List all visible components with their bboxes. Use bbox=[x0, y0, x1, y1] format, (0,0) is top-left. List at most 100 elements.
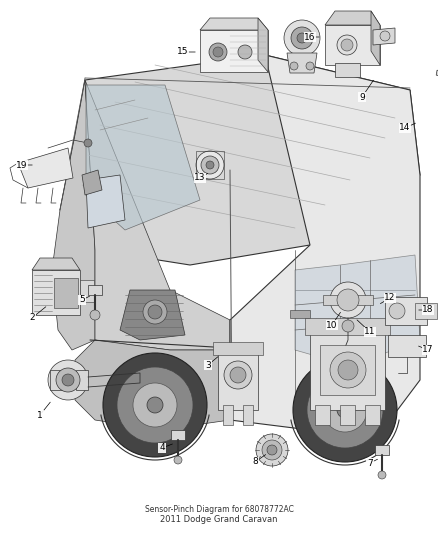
Polygon shape bbox=[305, 318, 390, 335]
Circle shape bbox=[306, 62, 314, 70]
Polygon shape bbox=[32, 270, 80, 315]
Circle shape bbox=[378, 471, 386, 479]
Circle shape bbox=[238, 45, 252, 59]
Polygon shape bbox=[258, 18, 268, 72]
Text: 16: 16 bbox=[304, 33, 316, 42]
Bar bbox=[375, 445, 389, 455]
Circle shape bbox=[209, 43, 227, 61]
Text: Sensor-Pinch Diagram for 68078772AC: Sensor-Pinch Diagram for 68078772AC bbox=[145, 505, 293, 514]
Polygon shape bbox=[60, 55, 420, 265]
Polygon shape bbox=[388, 335, 426, 357]
Text: 2011 Dodge Grand Caravan: 2011 Dodge Grand Caravan bbox=[160, 515, 278, 524]
Text: 2: 2 bbox=[29, 313, 35, 322]
Polygon shape bbox=[200, 18, 268, 30]
Circle shape bbox=[338, 360, 358, 380]
Circle shape bbox=[389, 303, 405, 319]
Circle shape bbox=[323, 388, 367, 432]
Polygon shape bbox=[120, 290, 185, 340]
Circle shape bbox=[284, 20, 320, 56]
Circle shape bbox=[224, 361, 252, 389]
Circle shape bbox=[337, 402, 353, 418]
Bar bbox=[200, 30, 268, 72]
Circle shape bbox=[341, 39, 353, 51]
Text: 11: 11 bbox=[364, 327, 376, 336]
Text: 15: 15 bbox=[177, 47, 189, 56]
Text: 10: 10 bbox=[326, 320, 338, 329]
Text: 18: 18 bbox=[422, 305, 434, 314]
Bar bbox=[290, 310, 310, 318]
Circle shape bbox=[201, 156, 219, 174]
Circle shape bbox=[196, 151, 224, 179]
Circle shape bbox=[293, 358, 397, 462]
Polygon shape bbox=[50, 370, 62, 390]
Polygon shape bbox=[243, 405, 253, 425]
Polygon shape bbox=[365, 405, 380, 425]
Circle shape bbox=[230, 367, 246, 383]
Polygon shape bbox=[325, 25, 380, 65]
Polygon shape bbox=[86, 175, 125, 228]
Circle shape bbox=[342, 320, 354, 332]
Polygon shape bbox=[335, 63, 360, 77]
Polygon shape bbox=[323, 295, 373, 305]
Text: 8: 8 bbox=[252, 457, 258, 466]
Polygon shape bbox=[340, 405, 355, 425]
Polygon shape bbox=[315, 405, 330, 425]
Circle shape bbox=[148, 305, 162, 319]
Circle shape bbox=[380, 31, 390, 41]
Circle shape bbox=[90, 310, 100, 320]
Circle shape bbox=[103, 353, 207, 457]
Polygon shape bbox=[75, 340, 230, 430]
Circle shape bbox=[62, 374, 74, 386]
Circle shape bbox=[291, 27, 313, 49]
Text: 14: 14 bbox=[399, 124, 411, 133]
Bar bbox=[88, 285, 102, 295]
Bar bbox=[171, 430, 185, 440]
Polygon shape bbox=[371, 11, 380, 65]
Polygon shape bbox=[54, 278, 78, 308]
Circle shape bbox=[133, 383, 177, 427]
Text: 9: 9 bbox=[359, 93, 365, 101]
Polygon shape bbox=[86, 85, 200, 230]
Circle shape bbox=[56, 368, 80, 392]
Circle shape bbox=[84, 139, 92, 147]
Text: 1: 1 bbox=[37, 410, 43, 419]
Polygon shape bbox=[52, 80, 95, 350]
Polygon shape bbox=[325, 11, 380, 25]
Circle shape bbox=[206, 161, 214, 169]
Polygon shape bbox=[287, 53, 317, 73]
Circle shape bbox=[290, 62, 298, 70]
Circle shape bbox=[330, 352, 366, 388]
Circle shape bbox=[143, 300, 167, 324]
Polygon shape bbox=[320, 345, 375, 395]
Polygon shape bbox=[295, 255, 420, 360]
Text: 17: 17 bbox=[422, 345, 434, 354]
Polygon shape bbox=[385, 297, 427, 325]
Bar bbox=[196, 151, 224, 179]
Circle shape bbox=[337, 35, 357, 55]
Polygon shape bbox=[80, 280, 94, 302]
Circle shape bbox=[267, 445, 277, 455]
Polygon shape bbox=[82, 170, 102, 195]
Text: 13: 13 bbox=[194, 174, 206, 182]
Circle shape bbox=[262, 440, 282, 460]
Circle shape bbox=[256, 434, 288, 466]
Polygon shape bbox=[310, 330, 385, 410]
Polygon shape bbox=[85, 80, 230, 350]
Circle shape bbox=[174, 456, 182, 464]
Polygon shape bbox=[18, 148, 73, 188]
Circle shape bbox=[330, 282, 366, 318]
Text: 4: 4 bbox=[159, 443, 165, 453]
Polygon shape bbox=[415, 303, 437, 319]
Circle shape bbox=[147, 397, 163, 413]
Circle shape bbox=[297, 33, 307, 43]
Text: 3: 3 bbox=[205, 360, 211, 369]
Circle shape bbox=[307, 372, 383, 448]
Polygon shape bbox=[223, 405, 233, 425]
Text: 19: 19 bbox=[16, 160, 28, 169]
Polygon shape bbox=[436, 70, 438, 123]
Polygon shape bbox=[213, 342, 263, 355]
Circle shape bbox=[117, 367, 193, 443]
Circle shape bbox=[213, 47, 223, 57]
Polygon shape bbox=[230, 55, 420, 430]
Circle shape bbox=[337, 289, 359, 311]
